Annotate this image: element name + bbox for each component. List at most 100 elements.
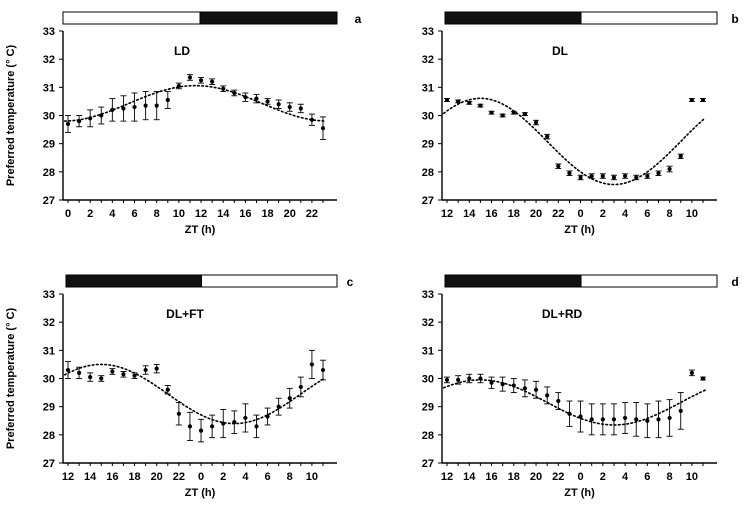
y-tick-label: 32: [422, 317, 434, 329]
y-tick-label: 32: [422, 54, 434, 66]
data-point: [689, 370, 694, 375]
panel-letter: a: [355, 12, 362, 26]
data-point: [700, 97, 706, 103]
data-point: [634, 175, 639, 180]
x-tick-label: 6: [644, 471, 650, 483]
y-tick-label: 29: [422, 402, 434, 414]
data-point: [276, 102, 281, 107]
panel-b: 27 28 29 30 31 32 33 12 14 16 18 20 22 0 2 4 6 8 10 ZT (h) b…: [422, 11, 739, 236]
data-point: [76, 119, 82, 124]
panel-d: 27 28 29 30 31 32 33 12 14 16 18 20 22 0 2 4 6 8 10 ZT (h) d…: [422, 274, 739, 499]
data-point: [121, 372, 126, 377]
y-tick-label: 33: [43, 26, 55, 38]
data-point: [511, 383, 516, 388]
y-tick-label: 30: [422, 111, 434, 123]
data-point: [198, 78, 204, 83]
data-point: [143, 103, 148, 108]
x-tick-label: 20: [284, 208, 296, 220]
x-tick-label: 20: [530, 208, 542, 220]
data-point: [232, 420, 237, 425]
y-tick-label: 28: [422, 430, 434, 442]
x-tick-label: 14: [84, 471, 97, 483]
data-point: [456, 99, 461, 104]
data-point: [545, 134, 550, 139]
x-tick-label: 0: [65, 208, 71, 220]
x-tick-label: 18: [261, 208, 273, 220]
data-point: [132, 104, 137, 110]
data-point: [678, 408, 683, 413]
data-point: [221, 86, 226, 91]
x-tick-label: 2: [600, 208, 606, 220]
data-point: [522, 386, 528, 391]
data-point: [456, 377, 461, 383]
data-point: [622, 415, 628, 421]
x-tick-label: 20: [151, 471, 163, 483]
panel-title: DL+RD: [542, 307, 583, 321]
x-tick-label: 8: [667, 471, 673, 483]
fit-curve: [442, 379, 706, 426]
data-point: [265, 99, 270, 104]
data-point: [110, 107, 115, 112]
y-tick-label: 30: [43, 111, 55, 123]
data-point: [243, 95, 248, 100]
x-tick-label: 0: [578, 208, 584, 220]
data-point: [210, 424, 215, 429]
x-axis-label: ZT (h): [185, 487, 216, 499]
data-point: [132, 373, 137, 378]
y-tick-label: 27: [43, 458, 55, 470]
x-tick-label: 14: [463, 208, 476, 220]
y-tick-label: 29: [43, 139, 55, 151]
data-point: [589, 417, 594, 422]
data-point: [187, 75, 193, 80]
x-axis-label: ZT (h): [564, 224, 595, 236]
data-point: [309, 117, 315, 122]
x-tick-label: 4: [622, 208, 629, 220]
panel-c: 27 28 29 30 31 32 33 12 14 16 18 20 22 0 2 4 6 8 10 ZT (h) P…: [5, 274, 354, 499]
y-tick-label: 31: [43, 345, 55, 357]
panel-a: 27 28 29 30 31 32 33 0 2 4 6 8 10 12 14 16 18 20 22 ZT (h) P…: [5, 11, 362, 236]
data-point: [645, 173, 650, 179]
data-point: [143, 367, 148, 373]
y-axis-label: Preferred temperature (° C): [5, 308, 17, 450]
light-dark-bar-dark: [444, 11, 582, 25]
y-tick-label: 30: [43, 374, 55, 386]
y-tick-label: 27: [422, 195, 434, 207]
y-tick-label: 29: [43, 402, 55, 414]
data-point: [478, 103, 483, 108]
data-point: [276, 404, 281, 409]
x-tick-label: 18: [508, 208, 520, 220]
data-point: [645, 418, 650, 423]
data-point: [656, 417, 661, 422]
x-tick-label: 16: [485, 208, 497, 220]
light-dark-bar-dark: [444, 274, 582, 288]
data-point: [154, 366, 159, 371]
data-point: [667, 166, 672, 172]
y-tick-label: 28: [422, 167, 434, 179]
data-point: [176, 83, 181, 89]
data-point: [533, 387, 539, 392]
data-point: [320, 367, 326, 373]
data-point: [522, 111, 528, 117]
x-tick-label: 0: [198, 471, 204, 483]
x-tick-label: 18: [508, 471, 520, 483]
data-point: [678, 154, 683, 159]
fit-curve: [63, 84, 326, 122]
y-tick-label: 27: [43, 195, 55, 207]
x-tick-label: 18: [128, 471, 140, 483]
data-point: [656, 171, 661, 176]
x-tick-label: 12: [195, 208, 207, 220]
fit-curve: [63, 363, 326, 425]
x-tick-label: 10: [306, 471, 318, 483]
x-tick-label: 10: [686, 208, 698, 220]
y-tick-label: 29: [422, 139, 434, 151]
x-tick-label: 22: [173, 471, 185, 483]
data-point: [243, 415, 248, 421]
x-tick-label: 8: [287, 471, 293, 483]
data-point: [309, 362, 315, 367]
light-dark-bar-light: [580, 274, 718, 288]
x-tick-label: 16: [485, 471, 497, 483]
x-axis-label: ZT (h): [564, 487, 595, 499]
y-tick-label: 28: [43, 430, 55, 442]
data-point: [700, 376, 706, 381]
